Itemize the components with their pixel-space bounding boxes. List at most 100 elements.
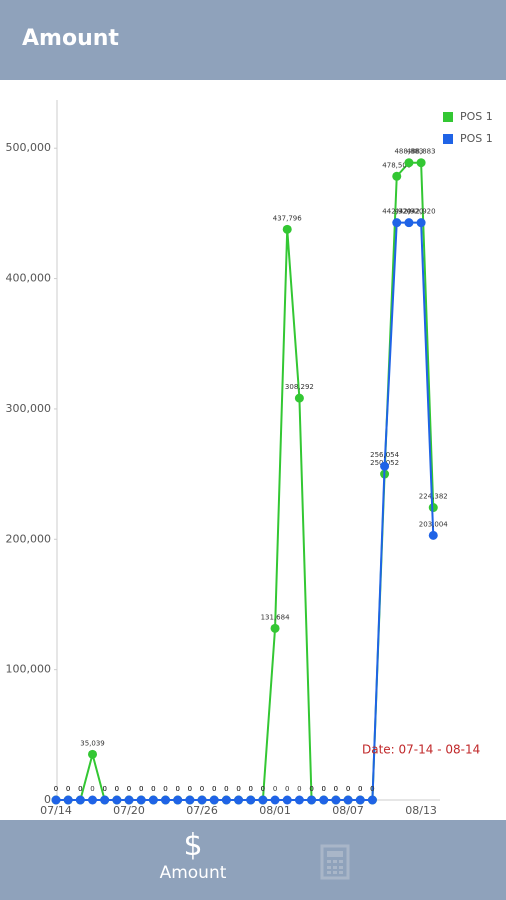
value-label: 256,054 bbox=[370, 451, 399, 459]
point bbox=[185, 795, 195, 805]
value-label: 0 bbox=[346, 785, 350, 793]
point bbox=[404, 158, 414, 168]
value-label: 0 bbox=[297, 785, 301, 793]
nav-item[interactable]: $ Amount bbox=[143, 820, 243, 900]
point bbox=[416, 158, 426, 168]
y-tick-label: 100,000 bbox=[6, 663, 52, 676]
point bbox=[416, 218, 426, 228]
value-label: 0 bbox=[102, 785, 106, 793]
point bbox=[258, 795, 268, 805]
legend-swatch bbox=[443, 134, 453, 144]
value-label: 0 bbox=[115, 785, 119, 793]
point bbox=[75, 795, 85, 805]
point bbox=[88, 795, 98, 805]
value-label: 0 bbox=[236, 785, 240, 793]
point bbox=[209, 795, 219, 805]
header: Amount bbox=[0, 0, 506, 80]
value-label: 0 bbox=[261, 785, 265, 793]
point bbox=[294, 393, 304, 403]
point bbox=[355, 795, 365, 805]
value-label: 0 bbox=[151, 785, 155, 793]
value-label: 0 bbox=[322, 785, 326, 793]
annotation: Date: 07-14 - 08-14 bbox=[362, 743, 480, 757]
value-label: 478,500 bbox=[382, 161, 411, 169]
point bbox=[173, 795, 183, 805]
x-tick-label: 07/20 bbox=[113, 804, 145, 817]
value-label: 203,004 bbox=[419, 520, 448, 528]
value-label: 0 bbox=[236, 785, 240, 793]
nav-icon: $ bbox=[183, 828, 203, 863]
value-label: 0 bbox=[309, 785, 313, 793]
point bbox=[392, 218, 402, 228]
value-label: 0 bbox=[175, 785, 179, 793]
value-label: 0 bbox=[188, 785, 192, 793]
value-label: 0 bbox=[212, 785, 216, 793]
value-label: 0 bbox=[248, 785, 252, 793]
value-label: 0 bbox=[322, 785, 326, 793]
calculator-icon[interactable] bbox=[320, 844, 350, 880]
value-label: 0 bbox=[224, 785, 228, 793]
value-label: 0 bbox=[66, 785, 70, 793]
value-label: 0 bbox=[358, 785, 362, 793]
x-tick-label: 08/07 bbox=[332, 804, 364, 817]
value-label: 0 bbox=[200, 785, 204, 793]
value-label: 488,883 bbox=[394, 148, 423, 156]
nav-label: Amount bbox=[159, 863, 227, 883]
y-tick-label: 500,000 bbox=[6, 141, 52, 154]
point bbox=[51, 795, 61, 805]
value-label: 0 bbox=[285, 785, 289, 793]
x-tick-label: 08/13 bbox=[405, 804, 437, 817]
value-label: 0 bbox=[78, 785, 82, 793]
value-label: 442,920 bbox=[394, 208, 423, 216]
point bbox=[428, 530, 438, 540]
value-label: 0 bbox=[102, 785, 106, 793]
title: Amount bbox=[22, 26, 119, 51]
point bbox=[246, 795, 256, 805]
value-label: 0 bbox=[212, 785, 216, 793]
legend-swatch bbox=[443, 112, 453, 122]
point bbox=[319, 795, 329, 805]
value-label: 0 bbox=[346, 785, 350, 793]
point bbox=[197, 795, 207, 805]
value-label: 0 bbox=[115, 785, 119, 793]
value-label: 0 bbox=[139, 785, 143, 793]
point bbox=[270, 623, 280, 633]
value-label: 0 bbox=[151, 785, 155, 793]
value-label: 0 bbox=[175, 785, 179, 793]
point bbox=[161, 795, 171, 805]
value-label: 0 bbox=[200, 785, 204, 793]
value-label: 0 bbox=[54, 785, 58, 793]
value-label: 0 bbox=[66, 785, 70, 793]
point bbox=[294, 795, 304, 805]
point bbox=[367, 795, 377, 805]
value-label: 0 bbox=[127, 785, 131, 793]
value-label: 308,292 bbox=[285, 383, 314, 391]
y-tick-label: 400,000 bbox=[6, 272, 52, 285]
x-tick-label: 08/01 bbox=[259, 804, 291, 817]
point bbox=[343, 795, 353, 805]
value-label: 442,920 bbox=[382, 208, 411, 216]
value-label: 0 bbox=[248, 785, 252, 793]
value-label: 0 bbox=[334, 785, 338, 793]
point bbox=[221, 795, 231, 805]
value-label: 0 bbox=[90, 785, 94, 793]
point bbox=[392, 171, 402, 181]
value-label: 488,883 bbox=[407, 148, 436, 156]
point bbox=[100, 795, 110, 805]
value-label: 0 bbox=[309, 785, 313, 793]
value-label: 0 bbox=[224, 785, 228, 793]
point bbox=[88, 749, 98, 759]
point bbox=[270, 795, 280, 805]
value-label: 0 bbox=[188, 785, 192, 793]
point bbox=[148, 795, 158, 805]
y-tick-label: 300,000 bbox=[6, 402, 52, 415]
value-label: 0 bbox=[358, 785, 362, 793]
value-label: 0 bbox=[139, 785, 143, 793]
value-label: 0 bbox=[78, 785, 82, 793]
y-tick-label: 200,000 bbox=[6, 532, 52, 545]
value-label: 0 bbox=[370, 785, 374, 793]
legend-label: POS 1 bbox=[460, 132, 493, 145]
value-label: 0 bbox=[163, 785, 167, 793]
value-label: 224,382 bbox=[419, 493, 448, 501]
